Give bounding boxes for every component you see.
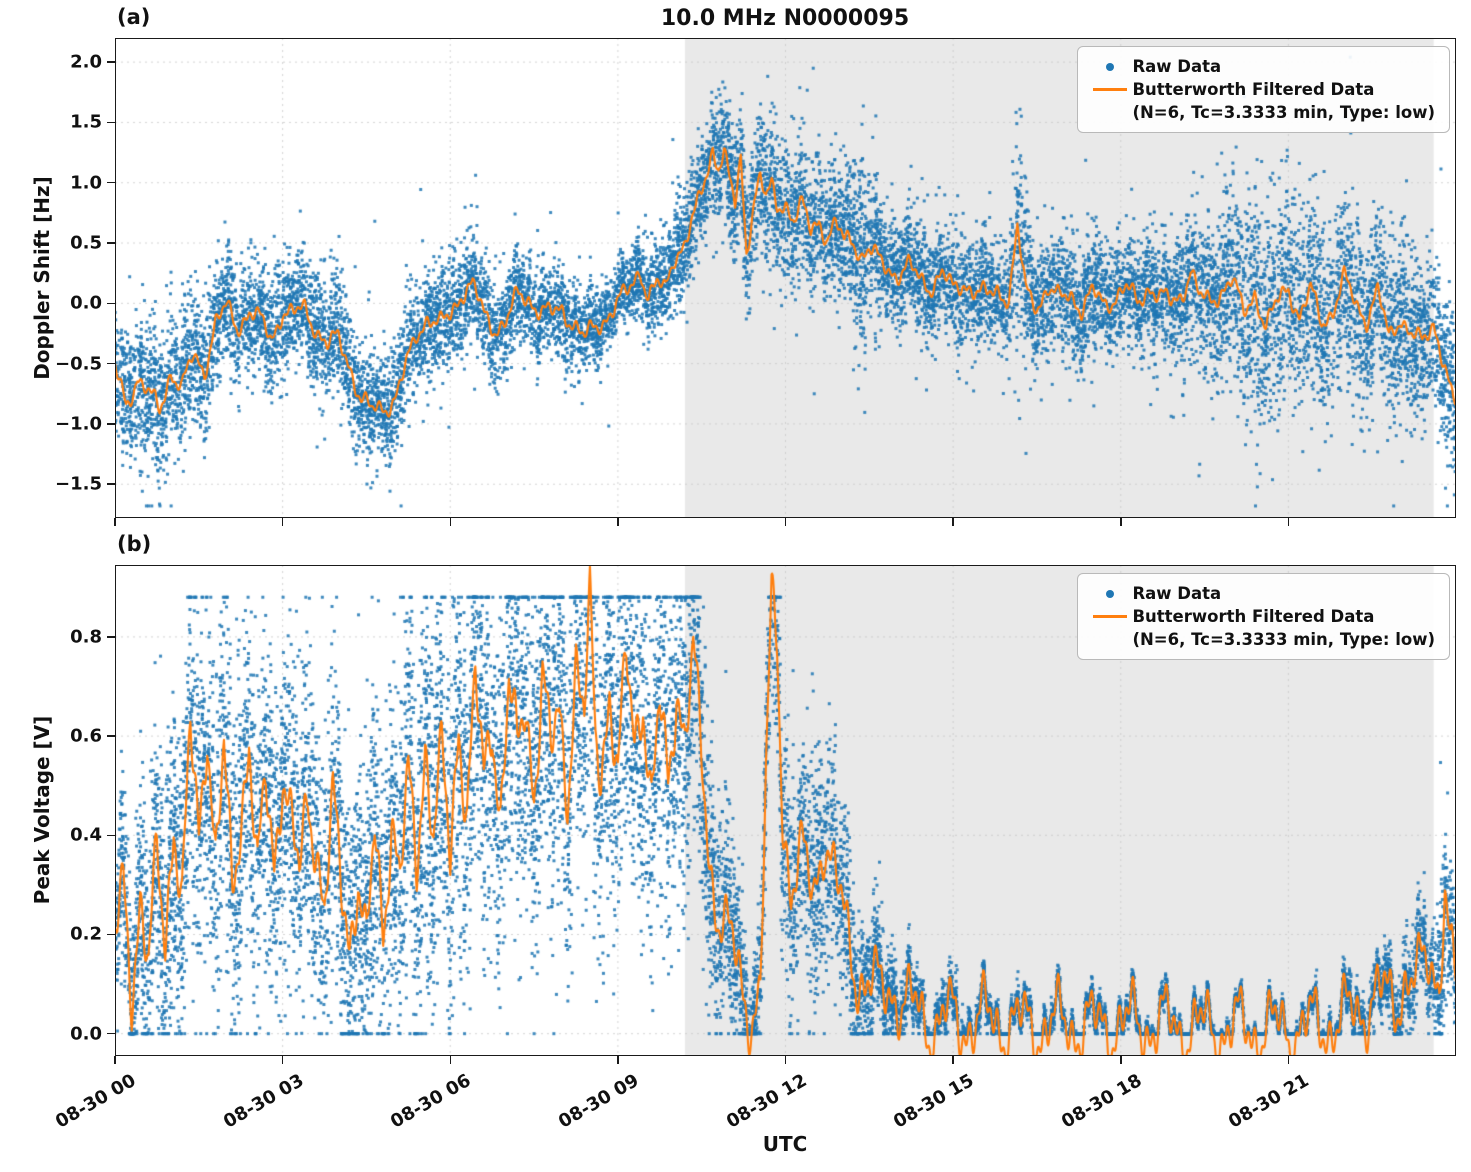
x-tick-mark <box>114 1056 116 1064</box>
x-tick-label: 08-30 15 <box>890 1070 978 1133</box>
y-tick-label: −1.5 <box>55 473 102 495</box>
y-tick-label: 0.8 <box>70 626 102 648</box>
filtered-line-icon <box>1088 615 1132 618</box>
y-tick-mark <box>107 362 115 365</box>
y-tick-label: 0.5 <box>70 232 102 254</box>
y-tick-label: 2.0 <box>70 51 102 73</box>
x-tick-mark <box>449 1056 451 1064</box>
x-tick-label: 08-30 06 <box>387 1070 475 1133</box>
legend-raw-label: Raw Data <box>1132 584 1222 603</box>
panel-a-letter: (a) <box>117 5 151 29</box>
legend-row-filtered: Butterworth Filtered Data <box>1088 605 1435 628</box>
x-tick-mark <box>1120 518 1122 526</box>
y-tick-mark <box>107 834 115 837</box>
y-tick-mark <box>107 636 115 638</box>
y-tick-mark <box>107 121 115 124</box>
x-tick-mark <box>952 1056 954 1064</box>
x-tick-label: 08-30 03 <box>219 1070 308 1133</box>
legend-row-raw: Raw Data <box>1088 582 1435 605</box>
x-tick-mark <box>281 1056 284 1064</box>
y-tick-mark <box>107 242 115 244</box>
y-tick-label: 0.0 <box>70 1023 102 1045</box>
x-tick-label: 08-30 09 <box>554 1070 643 1133</box>
legend-raw-label: Raw Data <box>1132 57 1222 76</box>
x-tick-label: 08-30 18 <box>1057 1070 1146 1133</box>
x-tick-mark <box>784 1056 787 1064</box>
x-tick-mark <box>281 518 284 526</box>
y-tick-mark <box>107 423 115 425</box>
figure-title: 10.0 MHz N0000095 <box>660 6 910 31</box>
panel-b-legend: Raw Data Butterworth Filtered Data (N=6,… <box>1077 573 1450 660</box>
x-tick-mark <box>952 518 954 526</box>
y-tick-mark <box>107 483 115 485</box>
panel-b-ylabel: Peak Voltage [V] <box>30 715 54 905</box>
x-tick-label: 08-30 00 <box>52 1070 140 1133</box>
raw-data-marker-icon <box>1088 589 1132 598</box>
x-tick-mark <box>1120 1056 1122 1064</box>
x-tick-mark <box>784 518 787 526</box>
x-tick-mark <box>1287 518 1290 526</box>
panel-a-legend: Raw Data Butterworth Filtered Data (N=6,… <box>1077 46 1450 133</box>
legend-filtered-sublabel: (N=6, Tc=3.3333 min, Type: low) <box>1132 103 1435 122</box>
y-tick-mark <box>107 1032 115 1035</box>
y-tick-label: 0.6 <box>70 725 102 747</box>
x-tick-label: 08-30 21 <box>1225 1070 1313 1133</box>
x-tick-mark <box>449 518 451 526</box>
x-tick-label: 08-30 12 <box>722 1070 810 1133</box>
x-tick-mark <box>617 1056 619 1064</box>
y-tick-label: 0.0 <box>70 292 102 314</box>
y-tick-label: −1.0 <box>55 413 102 435</box>
x-tick-mark <box>1287 1056 1290 1064</box>
y-tick-mark <box>107 302 115 305</box>
legend-row-raw: Raw Data <box>1088 55 1435 78</box>
y-tick-mark <box>107 933 115 936</box>
panel-a-ylabel: Doppler Shift [Hz] <box>30 176 54 380</box>
panel-b-letter: (b) <box>117 532 152 556</box>
y-tick-mark <box>107 61 115 63</box>
x-axis-label: UTC <box>762 1132 808 1156</box>
y-tick-mark <box>107 181 115 184</box>
y-tick-label: 0.4 <box>70 824 102 846</box>
y-tick-mark <box>107 735 115 737</box>
raw-data-marker-icon <box>1088 62 1132 71</box>
y-tick-label: 1.0 <box>70 172 102 194</box>
filtered-line-icon <box>1088 88 1132 91</box>
legend-filtered-label: Butterworth Filtered Data <box>1132 80 1375 99</box>
legend-row-filtered: Butterworth Filtered Data <box>1088 78 1435 101</box>
y-tick-label: 1.5 <box>70 111 102 133</box>
y-tick-label: −0.5 <box>55 353 102 375</box>
legend-filtered-sublabel: (N=6, Tc=3.3333 min, Type: low) <box>1132 630 1435 649</box>
x-tick-mark <box>617 518 619 526</box>
y-tick-label: 0.2 <box>70 923 102 945</box>
x-tick-mark <box>114 518 116 526</box>
legend-filtered-label: Butterworth Filtered Data <box>1132 607 1375 626</box>
